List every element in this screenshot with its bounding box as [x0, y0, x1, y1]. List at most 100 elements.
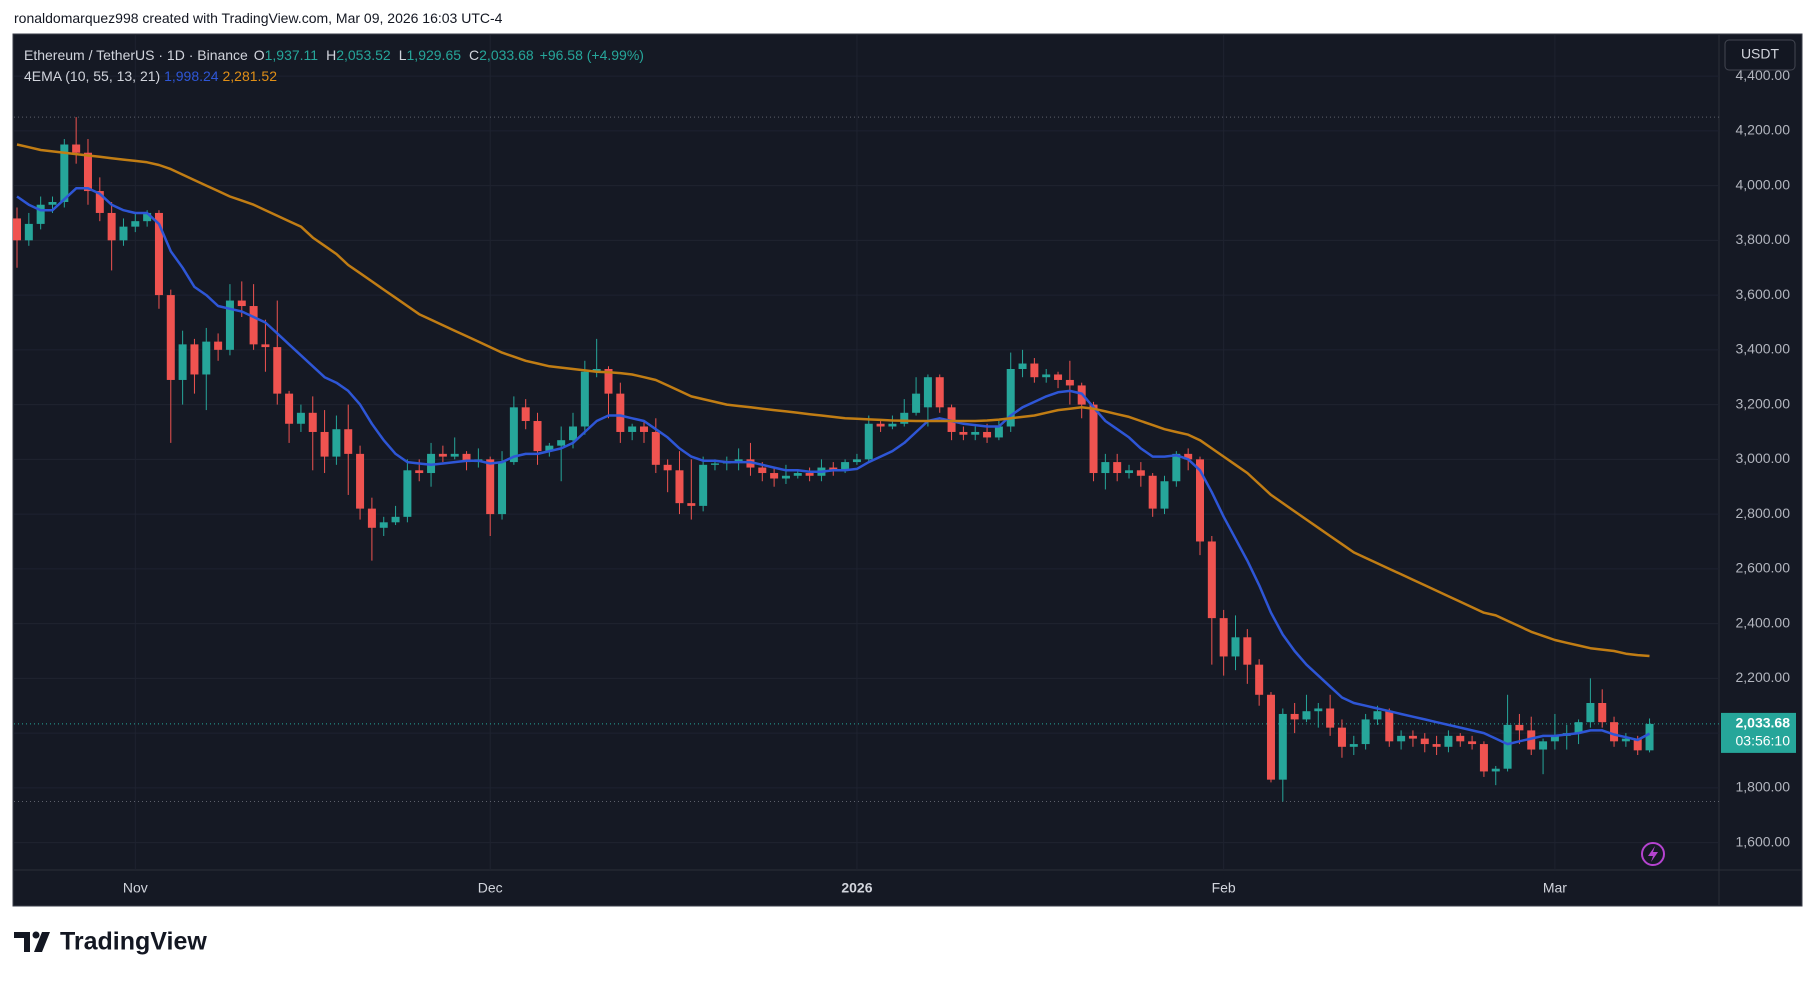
candle-body — [36, 204, 45, 224]
candle-body — [888, 423, 897, 427]
candle-body — [1385, 711, 1394, 742]
candle-body — [1361, 719, 1370, 745]
y-tick-label: 2,800.00 — [1736, 505, 1791, 521]
candle-body — [912, 393, 921, 413]
candle-body — [770, 473, 779, 479]
candle-body — [746, 459, 755, 468]
candle-body — [1574, 722, 1583, 734]
candle-body — [486, 459, 495, 515]
candle-body — [1184, 453, 1193, 460]
candle-body — [1266, 694, 1275, 780]
candle-body — [379, 522, 388, 528]
ohlc-value: 1,937.11 — [264, 47, 319, 63]
candle-body — [533, 421, 542, 452]
candle-body — [107, 212, 116, 241]
candle-body — [1054, 374, 1063, 380]
candle-body — [923, 377, 932, 408]
candle-body — [143, 212, 152, 222]
candle-body — [13, 218, 21, 241]
candle-body — [1420, 738, 1429, 745]
candle-body — [83, 152, 92, 192]
candle-body — [415, 470, 424, 474]
candle-body — [687, 503, 696, 506]
grid — [14, 35, 1719, 870]
x-tick-label: Dec — [478, 880, 503, 896]
candle-body — [852, 459, 861, 463]
candle-body — [1432, 744, 1441, 747]
candle-body — [1337, 727, 1346, 747]
candle-body — [60, 144, 69, 202]
ohlc-key: H — [326, 47, 337, 63]
x-tick-label: 2026 — [841, 880, 872, 896]
candle-body — [651, 431, 660, 465]
candle-body — [320, 431, 329, 457]
candle-body — [261, 344, 270, 348]
symbol: Ethereum / TetherUS · 1D · Binance — [24, 47, 248, 63]
candle-body — [616, 393, 625, 432]
candle-body — [178, 344, 187, 380]
logo-shape — [14, 932, 30, 952]
legend-row: Ethereum / TetherUS · 1D · Binance O1,93… — [24, 45, 650, 66]
candle-body — [971, 431, 980, 435]
y-tick-label: 3,200.00 — [1736, 395, 1791, 411]
ema-line — [16, 187, 1651, 746]
candle-body — [900, 412, 909, 424]
alert-icon[interactable] — [1641, 842, 1665, 866]
candle-body — [225, 300, 234, 350]
currency: USDT — [1741, 46, 1780, 62]
candle-body — [1172, 453, 1181, 482]
currency-box[interactable] — [1724, 39, 1796, 71]
change: +96.58 (+4.99%) — [539, 47, 644, 63]
y-tick-label: 1,800.00 — [1736, 779, 1791, 795]
candle-body — [1468, 741, 1477, 745]
candle-body — [249, 306, 258, 345]
ohlc-value: 2,053.52 — [336, 47, 391, 63]
candle-body — [1349, 744, 1358, 747]
price-tag-label: 2,033.68 — [1736, 715, 1791, 731]
logo-dot — [32, 931, 40, 939]
candle-body — [947, 407, 956, 432]
candle-body — [1101, 462, 1110, 474]
axis: 1,600.001,800.002,000.002,200.002,400.00… — [123, 67, 1796, 896]
ohlc-value: 2,033.68 — [479, 47, 534, 63]
candle-body — [663, 464, 672, 471]
candle-body — [1231, 637, 1240, 657]
y-tick-label: 4,200.00 — [1736, 122, 1791, 138]
ohlc: O1,937.11 H2,053.52 L1,929.65 C2,033.68 — [252, 47, 540, 63]
y-tick-label: 3,400.00 — [1736, 341, 1791, 357]
ema-fast-value: 1,998.24 — [164, 68, 219, 84]
y-tick-label: 2,600.00 — [1736, 560, 1791, 576]
candle-body — [427, 453, 436, 474]
indicator-row: 4EMA (10, 55, 13, 21) 1,998.24 2,281.52 — [24, 66, 650, 87]
candle-body — [154, 212, 163, 296]
y-tick-label: 2,200.00 — [1736, 669, 1791, 685]
candle-body — [580, 371, 589, 427]
candle-body — [1065, 379, 1074, 386]
candle-body — [758, 467, 767, 474]
y-tick-label: 1,600.00 — [1736, 833, 1791, 849]
candle-body — [1030, 363, 1039, 378]
candle-body — [545, 445, 554, 452]
candle-body — [1278, 713, 1287, 780]
brand: TradingView — [60, 928, 207, 956]
candle-body — [308, 412, 317, 432]
candle-body — [569, 426, 578, 441]
candle-body — [1148, 475, 1157, 509]
ema-slow-value: 2,281.52 — [222, 68, 277, 84]
candle-body — [214, 341, 223, 350]
marks — [13, 117, 1654, 802]
candle-body — [959, 431, 968, 435]
y-tick-label: 3,000.00 — [1736, 450, 1791, 466]
candle-body — [1042, 374, 1051, 378]
candle-body — [356, 453, 365, 509]
candle-body — [202, 341, 211, 375]
candle-body — [1586, 703, 1595, 723]
candle-body — [462, 453, 471, 463]
candle-body — [1018, 363, 1027, 369]
ohlc-value: 1,929.65 — [406, 47, 462, 63]
candle-body — [296, 412, 305, 424]
ohlc-key: L — [398, 47, 407, 63]
candle-body — [1397, 735, 1406, 742]
x-tick-label: Nov — [123, 880, 148, 896]
price-tag-countdown: 03:56:10 — [1736, 733, 1791, 749]
